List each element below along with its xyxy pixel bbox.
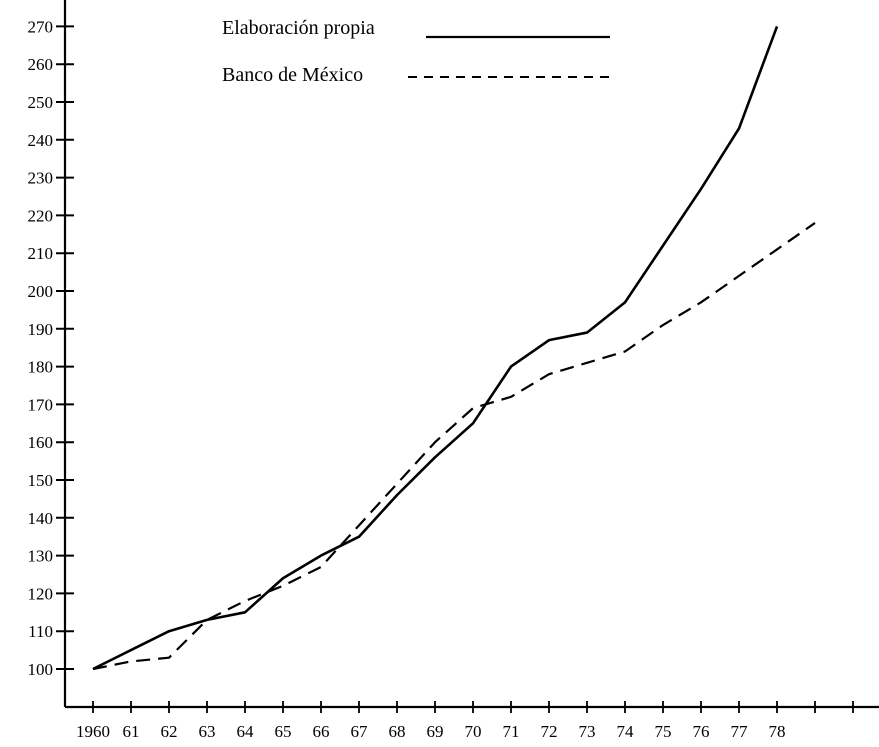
y-tick-label: 150: [28, 471, 54, 490]
y-tick-label: 260: [28, 55, 54, 74]
series-line-1: [92, 222, 816, 671]
y-tick-label: 120: [28, 584, 54, 603]
x-tick-label: 71: [503, 722, 520, 741]
y-tick-label: 180: [28, 358, 54, 377]
y-tick-label: 160: [28, 433, 54, 452]
x-tick-label: 73: [579, 722, 596, 741]
x-tick-label: 70: [465, 722, 482, 741]
x-tick-label: 76: [693, 722, 710, 741]
legend-label-1: Banco de México: [222, 64, 363, 86]
x-tick-label: 78: [769, 722, 786, 741]
y-tick-label: 230: [28, 169, 54, 188]
y-tick-label: 200: [28, 282, 54, 301]
x-tick-label: 63: [199, 722, 216, 741]
y-tick-label: 130: [28, 547, 54, 566]
y-tick-label: 210: [28, 244, 54, 263]
x-tick-label: 64: [237, 722, 255, 741]
y-tick-label: 140: [28, 509, 54, 528]
y-tick-label: 100: [28, 660, 54, 679]
series-layer: [92, 25, 816, 671]
x-tick-label: 1960: [76, 722, 110, 741]
x-tick-label: 61: [123, 722, 140, 741]
x-tick-label: 72: [541, 722, 558, 741]
x-tick-label: 74: [617, 722, 635, 741]
series-line-0: [92, 25, 779, 671]
x-tick-label: 69: [427, 722, 444, 741]
y-tick-label: 240: [28, 131, 54, 150]
y-tick-label: 220: [28, 206, 54, 225]
x-tick-label: 66: [313, 722, 330, 741]
y-tick-label: 270: [28, 17, 54, 36]
y-tick-label: 110: [28, 622, 53, 641]
legend-label-0: Elaboración propia: [222, 17, 375, 39]
x-tick-label: 62: [161, 722, 178, 741]
axes: 100 110 120 130 140 150 160 170 180 190 200 210 220 2…: [28, 0, 879, 741]
y-tick-label: 190: [28, 320, 54, 339]
x-tick-label: 67: [351, 722, 369, 741]
x-tick-label: 68: [389, 722, 406, 741]
x-tick-label: 65: [275, 722, 292, 741]
legend: Elaboración propia Banco de México: [222, 17, 612, 86]
y-tick-label: 250: [28, 93, 54, 112]
x-tick-label: 77: [731, 722, 749, 741]
x-tick-label: 75: [655, 722, 672, 741]
y-tick-label: 170: [28, 395, 54, 414]
